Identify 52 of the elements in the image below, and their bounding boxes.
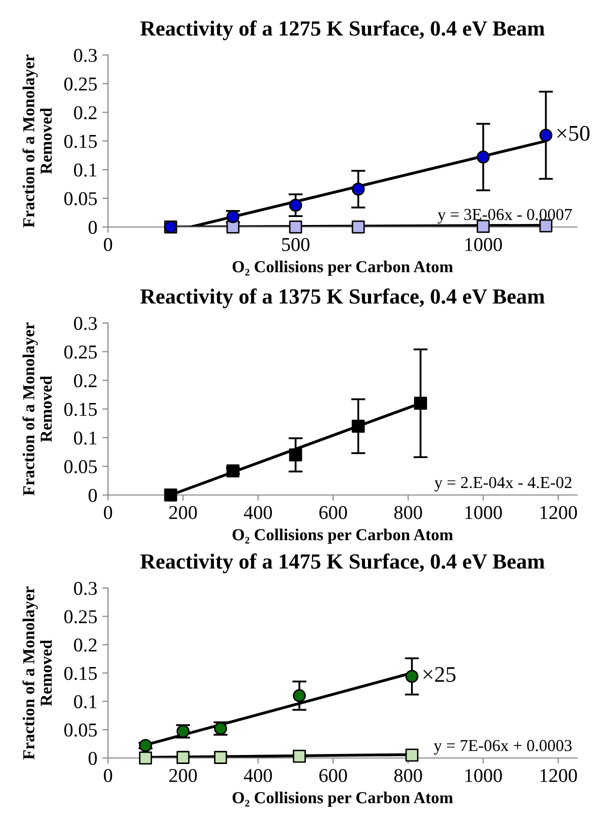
annotation: ×25 bbox=[423, 667, 456, 682]
x-tick-label: 400 bbox=[244, 506, 272, 520]
y-tick-label: 0.25 bbox=[64, 77, 97, 91]
y-tick-label: 0.1 bbox=[74, 163, 96, 177]
y-tick-label: 0 bbox=[88, 220, 97, 234]
y-tick-label: 0.3 bbox=[74, 48, 97, 62]
y-tick-label: 0.15 bbox=[64, 666, 97, 680]
x-tick-label: 800 bbox=[394, 768, 422, 782]
annotation: y = 3E-06x - 0.0007 bbox=[438, 208, 572, 224]
y-tick-label: 0 bbox=[88, 752, 97, 765]
x-tick-label: 600 bbox=[319, 768, 347, 782]
x-tick-label: 200 bbox=[169, 506, 197, 520]
x-tick-label: 0 bbox=[104, 238, 112, 252]
y-axis-title: Fraction of a Monolayer Removed bbox=[22, 54, 52, 228]
x-axis-title: O₂ Collisions per Carbon Atom bbox=[232, 528, 453, 544]
y-tick-label: 0.05 bbox=[64, 460, 97, 474]
y-tick-label: 0.05 bbox=[64, 192, 97, 206]
y-axis-title: Fraction of a Monolayer Removed bbox=[22, 322, 52, 496]
y-tick-label: 0.1 bbox=[74, 431, 96, 445]
y-tick-label: 0.15 bbox=[64, 134, 97, 148]
y-tick-label: 0 bbox=[88, 488, 97, 502]
x-tick-label: 0 bbox=[104, 768, 112, 782]
annotation: ×50 bbox=[557, 126, 590, 141]
y-tick-label: 0.2 bbox=[74, 374, 97, 388]
y-tick-label: 0.25 bbox=[64, 610, 97, 624]
x-tick-label: 200 bbox=[169, 768, 197, 782]
y-axis-title: Fraction of a Monolayer Removed bbox=[22, 586, 52, 760]
x-tick-label: 800 bbox=[394, 506, 422, 520]
y-tick-label: 0.1 bbox=[74, 695, 96, 708]
y-tick-label: 0.3 bbox=[74, 582, 97, 596]
x-tick-label: 1200 bbox=[540, 506, 577, 520]
x-tick-label: 500 bbox=[282, 238, 310, 252]
y-tick-label: 0.2 bbox=[74, 638, 97, 652]
x-axis-title: O₂ Collisions per Carbon Atom bbox=[232, 260, 453, 276]
chart-title: Reactivity of a 1275 K Surface, 0.4 eV Beam bbox=[140, 20, 545, 40]
y-tick-label: 0.3 bbox=[74, 316, 97, 330]
x-tick-label: 1200 bbox=[540, 768, 577, 782]
annotation: y = 7E-06x + 0.0003 bbox=[434, 740, 572, 755]
y-tick-label: 0.15 bbox=[64, 402, 97, 416]
x-tick-label: 1000 bbox=[465, 238, 502, 252]
chart-title: Reactivity of a 1375 K Surface, 0.4 eV Beam bbox=[140, 288, 545, 308]
x-tick-label: 600 bbox=[319, 506, 347, 520]
y-tick-label: 0.2 bbox=[74, 106, 97, 120]
y-tick-label: 0.25 bbox=[64, 345, 97, 359]
x-tick-label: 0 bbox=[104, 506, 112, 520]
x-axis-title: O₂ Collisions per Carbon Atom bbox=[232, 792, 453, 807]
x-tick-label: 400 bbox=[244, 768, 272, 782]
y-tick-label: 0.05 bbox=[64, 723, 97, 737]
chart-title: Reactivity of a 1475 K Surface, 0.4 eV Beam bbox=[140, 553, 545, 574]
annotation: y = 2.E-04x - 4.E-02 bbox=[434, 476, 572, 492]
x-tick-label: 1000 bbox=[465, 768, 502, 782]
x-tick-label: 1000 bbox=[465, 506, 502, 520]
